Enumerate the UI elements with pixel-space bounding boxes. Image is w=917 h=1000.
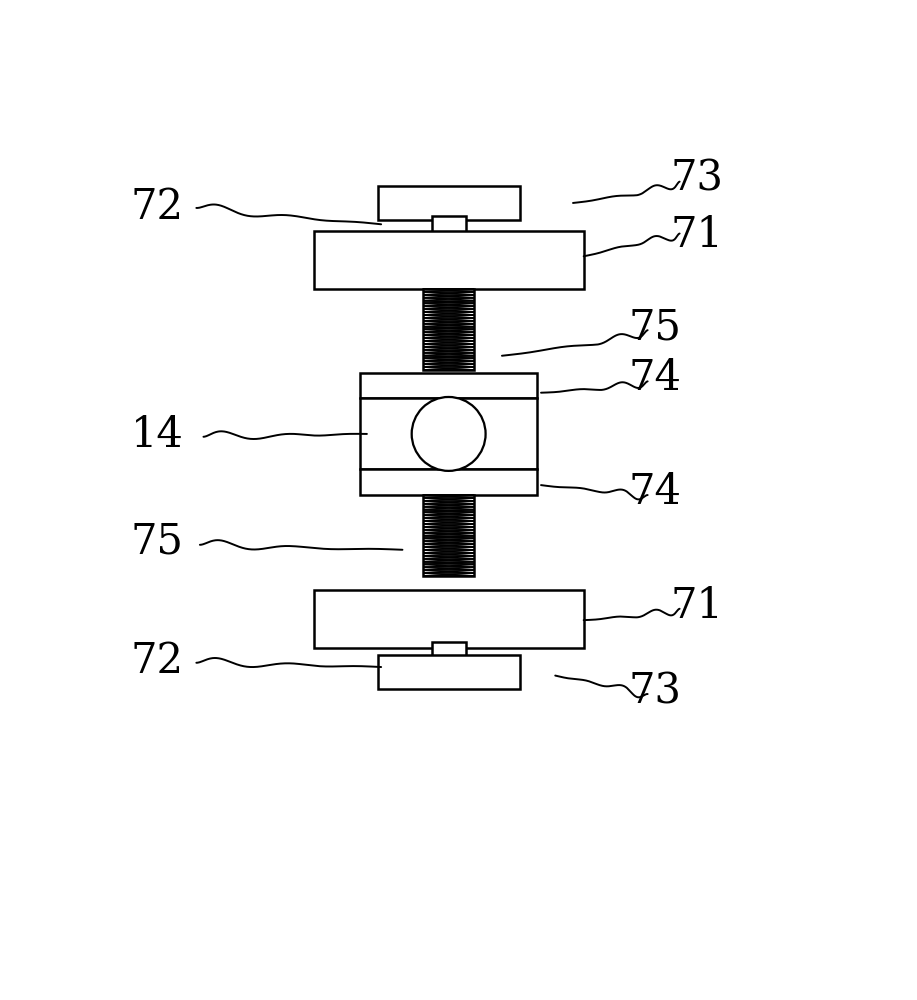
Bar	[314, 590, 583, 648]
Bar	[359, 398, 537, 469]
Bar	[423, 289, 474, 370]
Bar	[359, 469, 537, 495]
Bar	[432, 216, 466, 232]
Text: 73: 73	[628, 670, 681, 712]
Text: 74: 74	[628, 471, 681, 513]
Bar	[314, 231, 583, 289]
Text: 71: 71	[671, 585, 724, 627]
Bar	[359, 373, 537, 398]
Circle shape	[412, 397, 486, 471]
Text: 14: 14	[131, 414, 183, 456]
Bar	[432, 642, 466, 658]
Bar	[423, 289, 474, 370]
Text: 72: 72	[131, 186, 183, 228]
Bar	[423, 495, 474, 576]
Text: 71: 71	[671, 214, 724, 256]
Bar	[378, 186, 520, 220]
Text: 74: 74	[628, 357, 681, 399]
Bar	[378, 655, 520, 689]
Text: 75: 75	[131, 521, 183, 563]
Bar	[423, 495, 474, 576]
Text: 75: 75	[628, 306, 681, 348]
Text: 73: 73	[671, 157, 724, 199]
Text: 72: 72	[131, 640, 183, 682]
